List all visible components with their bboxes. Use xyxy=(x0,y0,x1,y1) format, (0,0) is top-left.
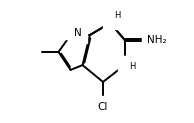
Text: N: N xyxy=(67,23,74,33)
Text: N: N xyxy=(109,13,117,23)
Text: H: H xyxy=(72,22,79,31)
Text: NH₂: NH₂ xyxy=(147,35,167,45)
Text: H: H xyxy=(114,11,121,20)
Text: H: H xyxy=(129,62,136,71)
Text: N: N xyxy=(74,28,82,38)
Text: Cl: Cl xyxy=(98,102,108,112)
Text: N: N xyxy=(124,61,132,71)
